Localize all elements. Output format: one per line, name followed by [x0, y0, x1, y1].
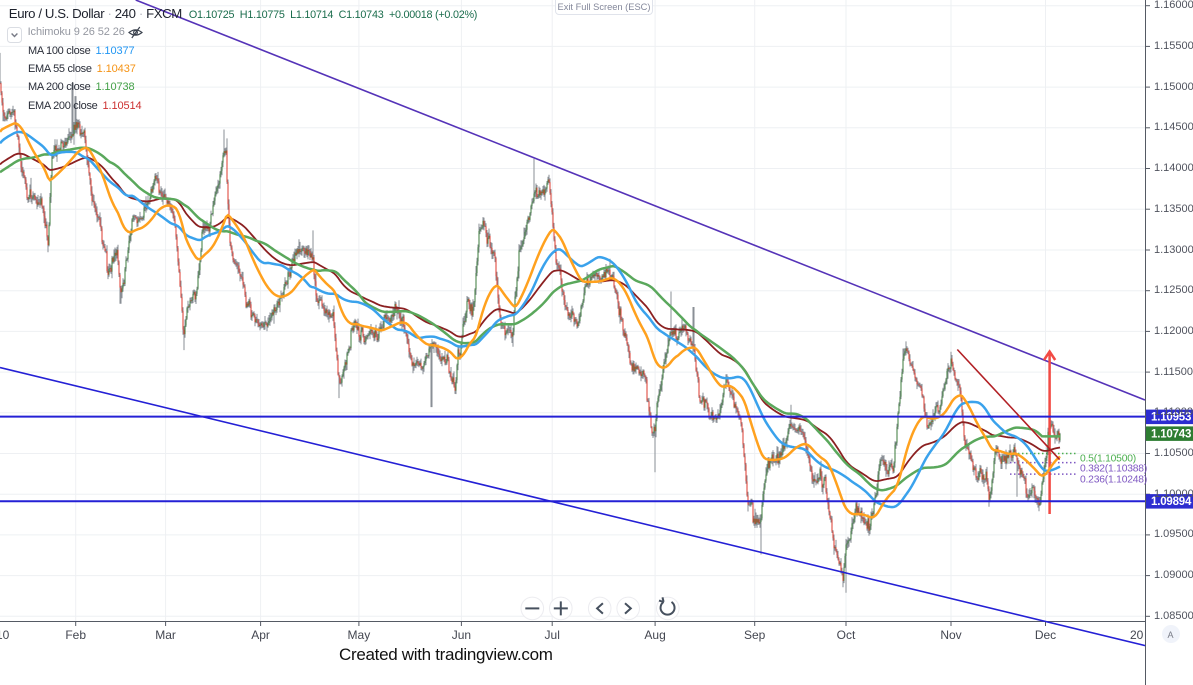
svg-text:1.09894: 1.09894 [1151, 496, 1192, 508]
svg-text:A: A [1168, 630, 1174, 640]
svg-text:0.236(1.10248): 0.236(1.10248) [1080, 475, 1147, 486]
svg-text:0.382(1.10388): 0.382(1.10388) [1080, 464, 1147, 475]
svg-text:1.10743: 1.10743 [1151, 429, 1191, 441]
svg-text:0.5(1.10500): 0.5(1.10500) [1080, 454, 1136, 465]
svg-text:10: 10 [0, 628, 10, 642]
svg-text:1.10953: 1.10953 [1151, 412, 1191, 424]
svg-text:20: 20 [1130, 628, 1144, 642]
